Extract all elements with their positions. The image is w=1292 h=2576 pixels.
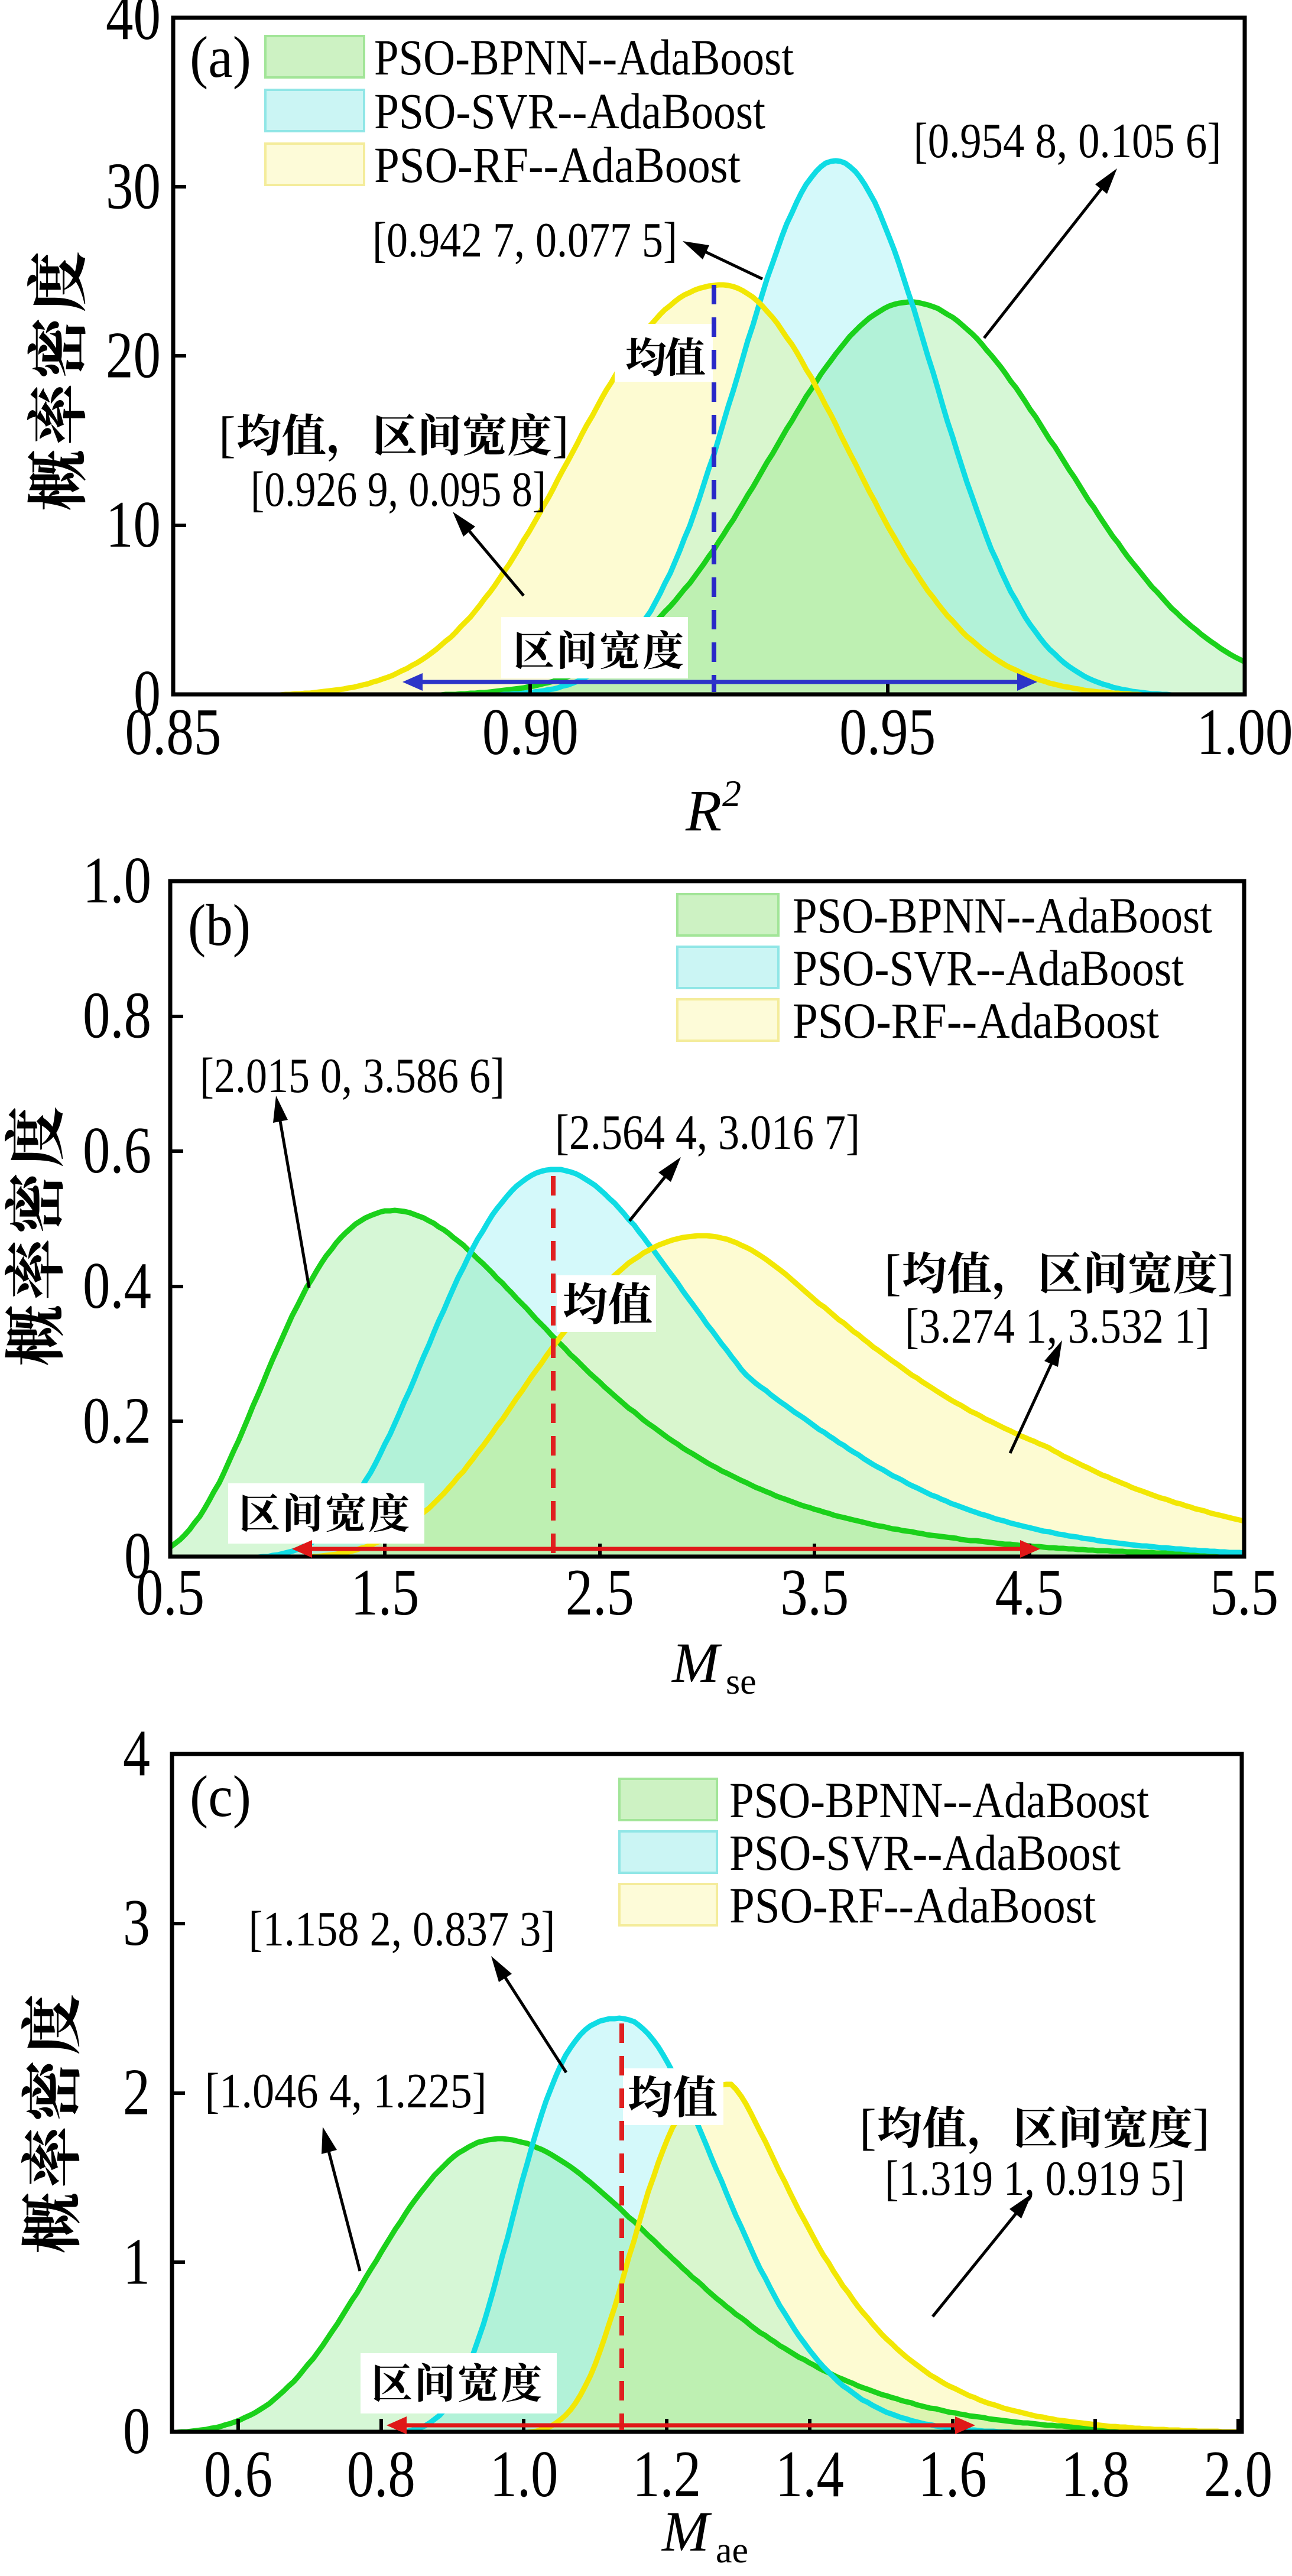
svg-text:[0.926 9, 0.095 8]: [0.926 9, 0.095 8]: [251, 462, 546, 517]
svg-text:0: 0: [134, 657, 161, 730]
svg-text:[2.564 4, 3.016 7]: [2.564 4, 3.016 7]: [555, 1105, 860, 1160]
svg-text:[1.319 1, 0.919 5]: [1.319 1, 0.919 5]: [885, 2151, 1185, 2206]
svg-text:0.4: 0.4: [83, 1249, 151, 1323]
svg-text:PSO-RF--AdaBoost: PSO-RF--AdaBoost: [729, 1877, 1096, 1934]
svg-text:2: 2: [722, 772, 741, 814]
svg-text:40: 40: [106, 0, 161, 54]
svg-text:4.5: 4.5: [995, 1556, 1064, 1629]
svg-text:(c): (c): [190, 1763, 251, 1829]
svg-text:PSO-RF--AdaBoost: PSO-RF--AdaBoost: [793, 992, 1159, 1049]
svg-text:[2.015 0, 3.586 6]: [2.015 0, 3.586 6]: [200, 1048, 505, 1103]
svg-text:0.95: 0.95: [839, 696, 936, 769]
svg-text:PSO-BPNN--AdaBoost: PSO-BPNN--AdaBoost: [374, 29, 794, 86]
svg-text:0.8: 0.8: [83, 979, 151, 1053]
svg-text:1.0: 1.0: [489, 2438, 558, 2511]
svg-text:]: ]: [1218, 1244, 1235, 1301]
svg-text:1.4: 1.4: [775, 2438, 844, 2511]
svg-text:(a): (a): [190, 24, 251, 90]
svg-text:1.6: 1.6: [918, 2438, 987, 2511]
svg-text:1.00: 1.00: [1196, 696, 1292, 769]
svg-text:1.2: 1.2: [632, 2438, 701, 2511]
svg-text:2: 2: [123, 2056, 150, 2129]
svg-text:5.5: 5.5: [1210, 1556, 1278, 1629]
svg-text:]: ]: [1193, 2099, 1210, 2155]
svg-text:PSO-BPNN--AdaBoost: PSO-BPNN--AdaBoost: [793, 887, 1212, 944]
svg-text:1.0: 1.0: [83, 844, 151, 917]
svg-text:30: 30: [106, 150, 161, 223]
svg-text:[: [: [219, 406, 236, 463]
svg-text:10: 10: [106, 488, 161, 561]
svg-text:[0.954 8, 0.105 6]: [0.954 8, 0.105 6]: [914, 113, 1222, 168]
svg-text:[1.158 2, 0.837 3]: [1.158 2, 0.837 3]: [249, 1902, 556, 1957]
svg-text:PSO-RF--AdaBoost: PSO-RF--AdaBoost: [374, 137, 741, 193]
svg-text:M: M: [671, 1631, 722, 1694]
svg-text:0.6: 0.6: [83, 1114, 151, 1187]
svg-text:[0.942 7, 0.077 5]: [0.942 7, 0.077 5]: [372, 213, 677, 268]
svg-text:PSO-SVR--AdaBoost: PSO-SVR--AdaBoost: [729, 1824, 1121, 1881]
svg-text:0: 0: [124, 1519, 151, 1593]
svg-text:PSO-SVR--AdaBoost: PSO-SVR--AdaBoost: [374, 83, 765, 139]
svg-text:0.90: 0.90: [482, 696, 579, 769]
svg-text:[: [: [884, 1244, 901, 1301]
svg-text:[: [: [859, 2099, 877, 2155]
svg-text:20: 20: [106, 319, 161, 392]
svg-text:0.2: 0.2: [83, 1384, 151, 1457]
svg-text:1.5: 1.5: [350, 1556, 419, 1629]
svg-text:0.6: 0.6: [204, 2438, 272, 2511]
svg-text:[1.046 4, 1.225]: [1.046 4, 1.225]: [205, 2064, 487, 2119]
svg-text:2.5: 2.5: [566, 1556, 634, 1629]
svg-text:R: R: [685, 778, 722, 843]
svg-text:0: 0: [123, 2395, 150, 2468]
svg-text:4: 4: [123, 1717, 150, 1790]
svg-text:0.5: 0.5: [136, 1556, 204, 1629]
svg-text:3: 3: [123, 1886, 150, 1960]
svg-text:]: ]: [552, 406, 569, 463]
svg-text:2.0: 2.0: [1204, 2438, 1272, 2511]
svg-text:M: M: [661, 2500, 712, 2563]
svg-text:1.8: 1.8: [1061, 2438, 1129, 2511]
svg-text:PSO-BPNN--AdaBoost: PSO-BPNN--AdaBoost: [729, 1772, 1149, 1828]
svg-text:se: se: [726, 1662, 757, 1702]
svg-text:0.85: 0.85: [125, 696, 222, 769]
svg-text:(b): (b): [188, 892, 251, 958]
svg-text:0.8: 0.8: [347, 2438, 415, 2511]
svg-text:PSO-SVR--AdaBoost: PSO-SVR--AdaBoost: [793, 940, 1184, 996]
svg-text:3.5: 3.5: [780, 1556, 849, 1629]
svg-text:[3.274 1, 3.532 1]: [3.274 1, 3.532 1]: [905, 1299, 1210, 1354]
svg-text:ae: ae: [716, 2530, 748, 2571]
svg-text:1: 1: [123, 2225, 150, 2298]
